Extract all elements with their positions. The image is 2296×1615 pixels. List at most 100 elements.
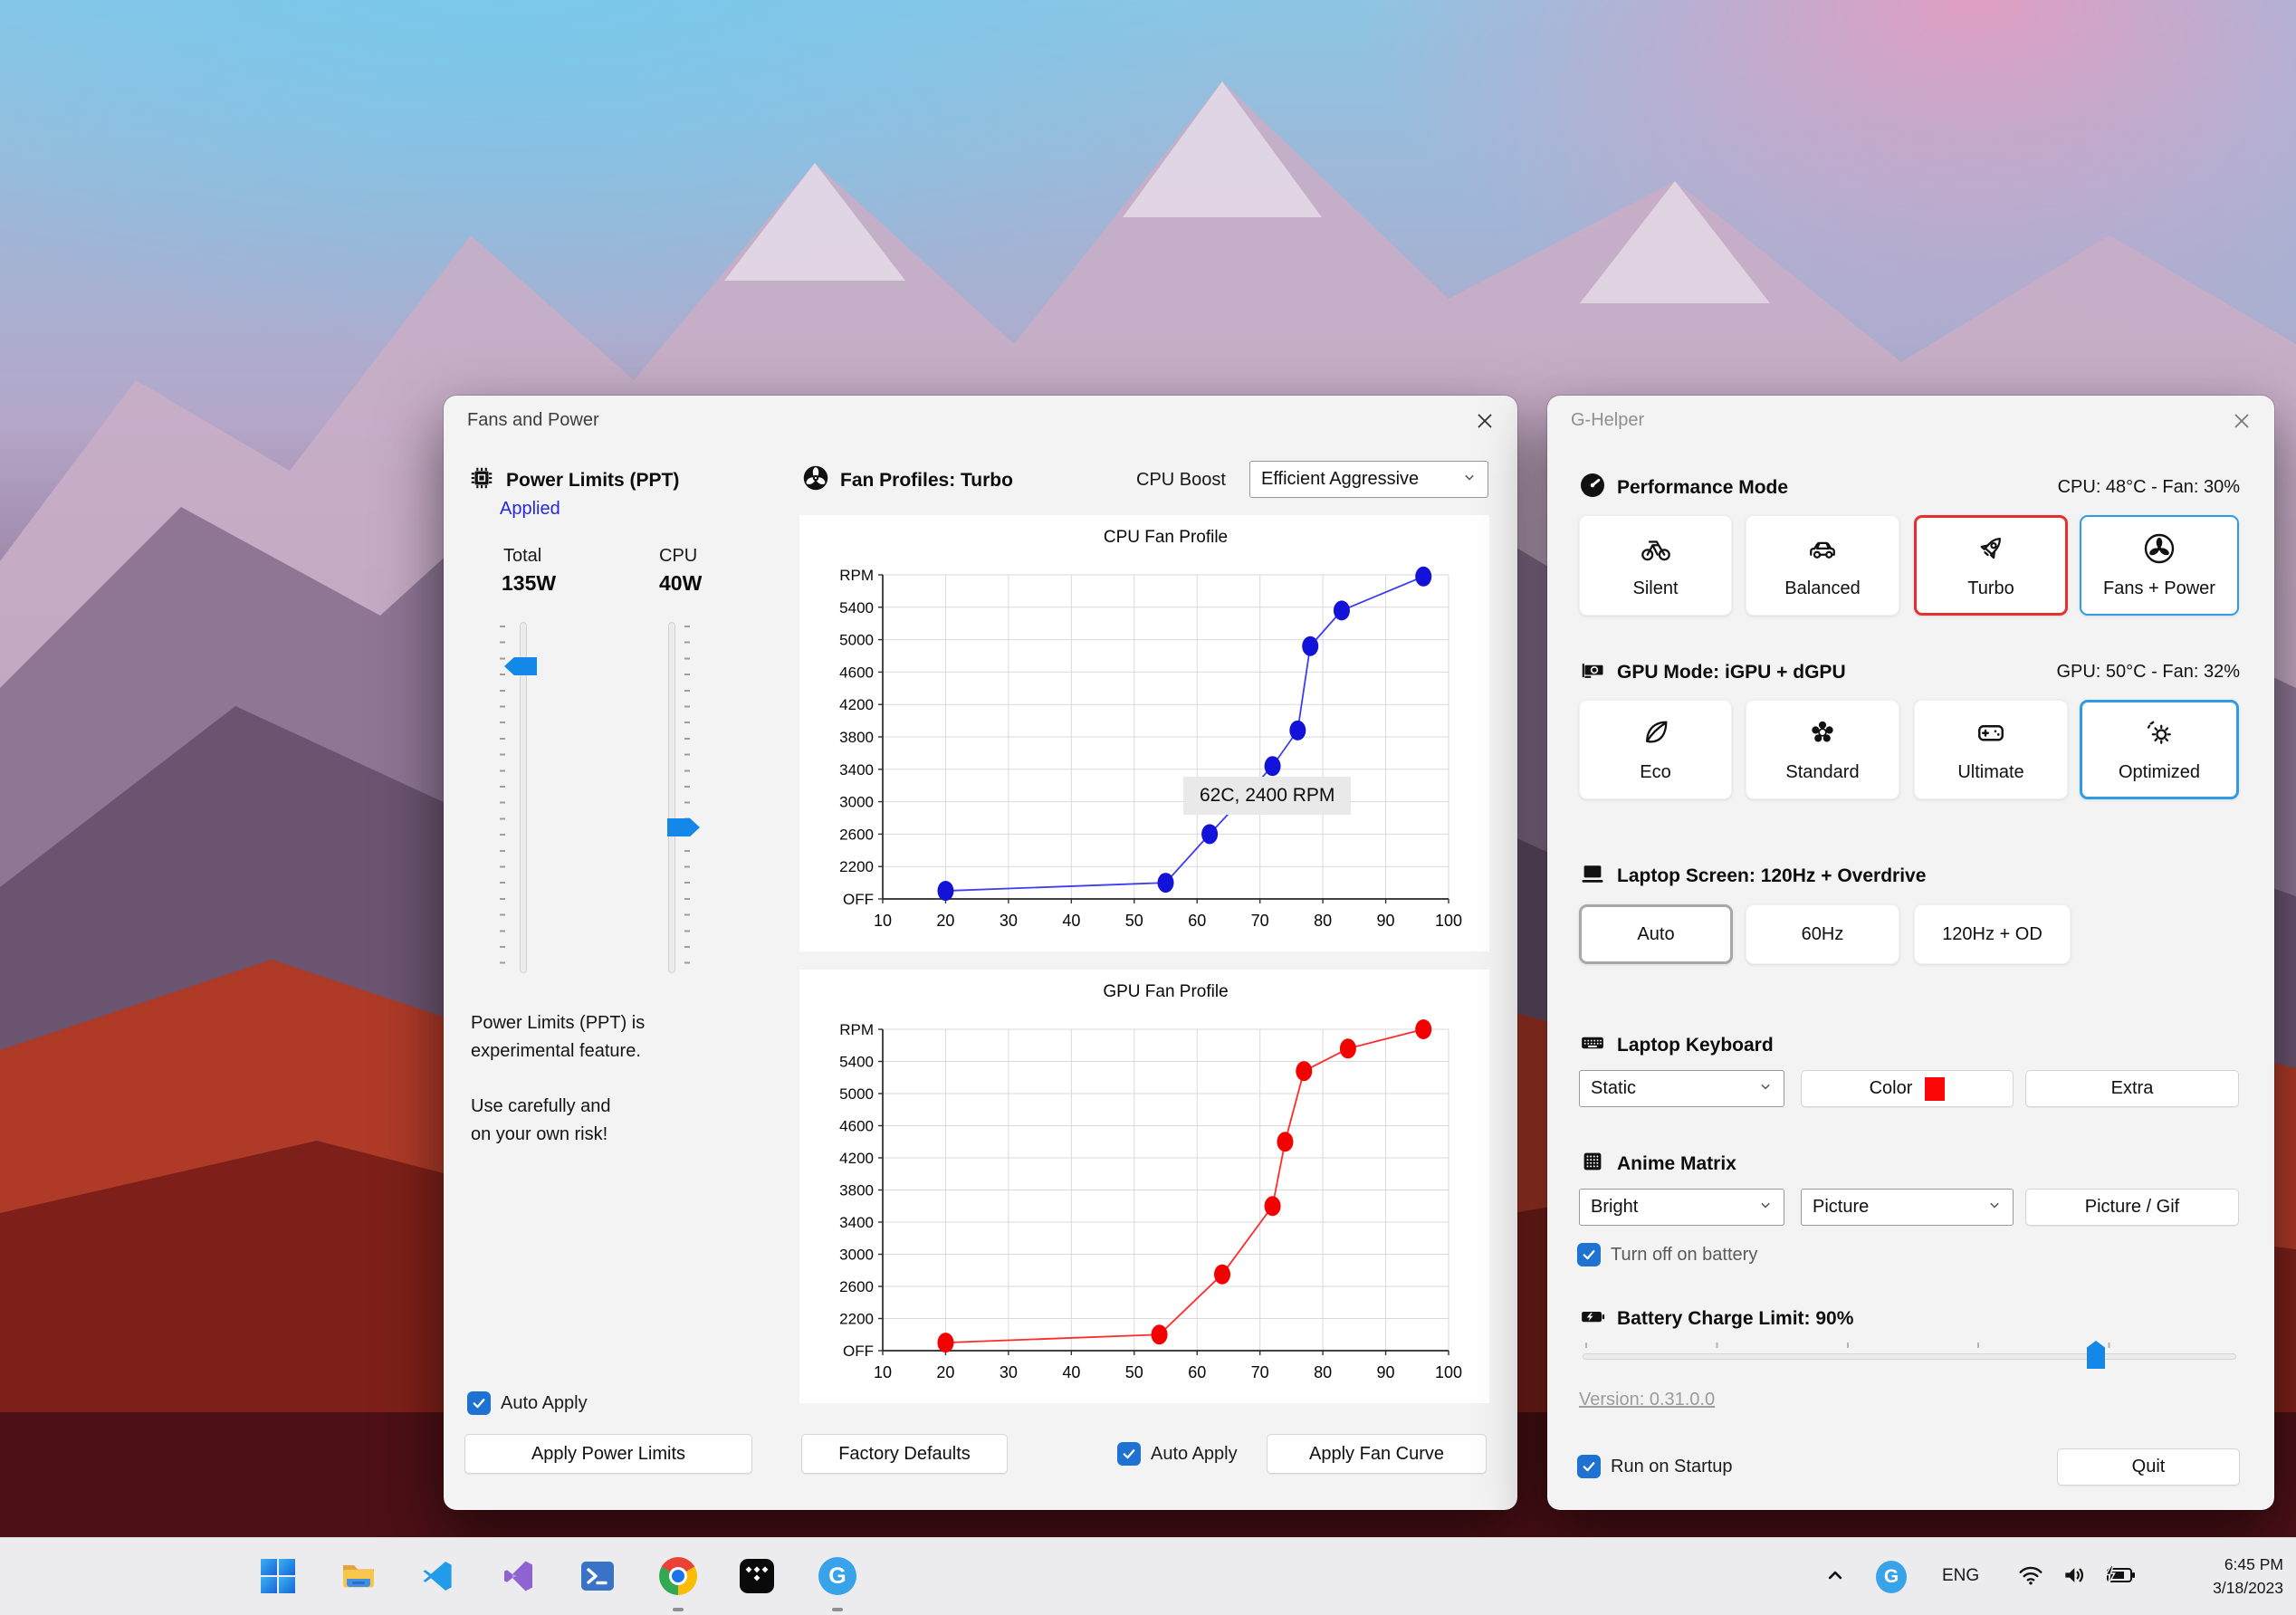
screen-120hz-od-button[interactable]: 120Hz + OD	[1914, 904, 2071, 964]
anime-brightness-value: Bright	[1591, 1197, 1639, 1217]
run-on-startup-label: Run on Startup	[1611, 1456, 1733, 1476]
ghelper-taskbar-button[interactable]: G	[818, 1557, 856, 1595]
gear-spark-icon	[2143, 716, 2176, 753]
total-power-slider[interactable]	[520, 622, 527, 973]
gpu-fan-curve-plot[interactable]: GPU Fan Profile 10 20 30 40 50 60 70 80 90 100 OFF 2…	[799, 970, 1489, 1403]
file-explorer-icon	[340, 1565, 378, 1599]
version-link[interactable]: Version: 0.31.0.0	[1579, 1390, 1716, 1410]
gpu-mode-standard-button[interactable]: Standard	[1746, 700, 1899, 799]
checkbox-checked-icon	[1117, 1442, 1141, 1466]
chrome-button[interactable]	[659, 1557, 697, 1595]
turn-off-on-battery-checkbox[interactable]: Turn off on battery	[1577, 1243, 1757, 1266]
chip-icon	[468, 464, 495, 496]
screen-auto-button[interactable]: Auto	[1579, 904, 1733, 964]
tray-expand-button[interactable]	[1820, 1562, 1851, 1592]
visual-studio-button[interactable]	[500, 1557, 538, 1595]
run-on-startup-checkbox[interactable]: Run on Startup	[1577, 1455, 1733, 1478]
keyboard-mode-select[interactable]: Static	[1579, 1070, 1784, 1107]
svg-text:70: 70	[1251, 1363, 1269, 1381]
ghelper-running-indicator	[832, 1608, 843, 1611]
gpu-mode-eco-button[interactable]: Eco	[1579, 700, 1732, 799]
chevron-down-icon	[1756, 1196, 1775, 1219]
car-icon	[1806, 532, 1839, 569]
gpu-fan-curve-chart[interactable]: GPU Fan Profile 10 20 30 40 50 60 70 80 90 100 OFF 2…	[799, 970, 1489, 1403]
warning-line-1: Power Limits (PPT) is	[471, 1013, 646, 1033]
auto-apply-power-checkbox[interactable]: Auto Apply	[467, 1391, 588, 1415]
total-label: Total	[503, 546, 542, 566]
bicycle-icon	[1640, 532, 1672, 569]
start-button[interactable]	[259, 1557, 297, 1595]
gpu-mode-ultimate-button[interactable]: Ultimate	[1914, 700, 2068, 799]
svg-text:20: 20	[936, 912, 954, 930]
svg-text:2600: 2600	[839, 1278, 874, 1295]
svg-text:50: 50	[1125, 912, 1143, 930]
auto-apply-fan-checkbox[interactable]: Auto Apply	[1117, 1442, 1238, 1466]
cpu-label: CPU	[659, 546, 698, 566]
cpu-boost-select[interactable]: Efficient Aggressive	[1249, 461, 1488, 498]
language-indicator[interactable]: ENG	[1942, 1566, 1980, 1585]
battery-charge-limit-header: Battery Charge Limit: 90%	[1579, 1303, 1853, 1334]
dot-matrix-icon	[1579, 1148, 1606, 1180]
screen-60hz-button[interactable]: 60Hz	[1746, 904, 1899, 964]
battery-button[interactable]	[2101, 1562, 2138, 1592]
gpu-mode-header: GPU Mode: iGPU + dGPU	[1579, 656, 1846, 688]
keyboard-extra-button[interactable]: Extra	[2025, 1070, 2239, 1107]
cpu-fan-curve-chart[interactable]: CPU Fan Profile 10 20 30 40 50 60 70 80 90 100 OFF 2…	[799, 515, 1489, 951]
performance-mode-fans-power-button[interactable]: Fans + Power	[2080, 515, 2239, 616]
power-limits-section-header: Power Limits (PPT)	[468, 464, 679, 496]
anime-running-select[interactable]: Picture	[1801, 1189, 2014, 1226]
terminal-button[interactable]	[579, 1557, 617, 1595]
flower-icon	[1806, 716, 1839, 753]
checkbox-checked-icon	[1577, 1243, 1601, 1266]
clock-date: 3/18/2023	[2213, 1579, 2283, 1597]
experimental-warning: Power Limits (PPT) is experimental featu…	[471, 1009, 645, 1149]
file-explorer-button[interactable]	[340, 1557, 378, 1595]
svg-text:5000: 5000	[839, 1085, 874, 1103]
battery-charge-slider-thumb[interactable]	[2087, 1341, 2105, 1369]
cpu-power-slider-thumb[interactable]	[667, 818, 700, 836]
gauge-icon	[1579, 472, 1606, 503]
performance-mode-silent-button[interactable]: Silent	[1579, 515, 1732, 616]
performance-mode-balanced-button[interactable]: Balanced	[1746, 515, 1899, 616]
svg-text:3000: 3000	[839, 794, 874, 811]
apply-power-limits-button[interactable]: Apply Power Limits	[464, 1434, 752, 1474]
clock-time: 6:45 PM	[2224, 1555, 2283, 1573]
svg-text:30: 30	[1000, 912, 1018, 930]
volume-button[interactable]	[2060, 1562, 2090, 1592]
checkbox-checked-icon	[467, 1391, 491, 1415]
tidal-button[interactable]	[738, 1557, 776, 1595]
anime-matrix-heading: Anime Matrix	[1617, 1152, 1736, 1174]
anime-brightness-select[interactable]: Bright	[1579, 1189, 1784, 1226]
factory-defaults-button[interactable]: Factory Defaults	[801, 1434, 1008, 1474]
close-button[interactable]	[1468, 406, 1501, 439]
applied-status: Applied	[500, 499, 560, 519]
cpu-fan-curve-plot[interactable]: CPU Fan Profile 10 20 30 40 50 60 70 80 90 100 OFF 2…	[799, 515, 1489, 951]
ghelper-tray-button[interactable]: G	[1876, 1561, 1907, 1593]
wifi-button[interactable]	[2015, 1562, 2046, 1592]
fan-icon	[2143, 532, 2176, 569]
speaker-icon	[2061, 1561, 2090, 1594]
warning-line-4: on your own risk!	[471, 1124, 608, 1144]
svg-text:40: 40	[1062, 912, 1080, 930]
quit-button[interactable]: Quit	[2057, 1448, 2240, 1486]
total-power-slider-thumb[interactable]	[504, 657, 537, 675]
gpu-mode-optimized-button[interactable]: Optimized	[2080, 700, 2239, 799]
cpu-boost-value: Efficient Aggressive	[1261, 469, 1420, 489]
ghelper-icon: G	[1876, 1561, 1907, 1593]
cpu-power-slider[interactable]	[668, 622, 675, 973]
keyboard-color-button[interactable]: Color	[1801, 1070, 2014, 1107]
battery-slider-ticks	[1585, 1343, 2239, 1348]
chrome-icon	[659, 1557, 697, 1595]
battery-charge-limit-heading: Battery Charge Limit: 90%	[1617, 1307, 1854, 1329]
performance-mode-turbo-button[interactable]: Turbo	[1914, 515, 2068, 616]
svg-text:RPM: RPM	[839, 1021, 874, 1038]
battery-charge-slider[interactable]	[1583, 1353, 2236, 1360]
anime-picture-gif-button[interactable]: Picture / Gif	[2025, 1189, 2239, 1226]
apply-fan-curve-button[interactable]: Apply Fan Curve	[1267, 1434, 1487, 1474]
taskbar-clock[interactable]: 6:45 PM 3/18/2023	[2213, 1553, 2283, 1600]
chevron-down-icon	[1460, 468, 1478, 492]
close-button[interactable]	[2225, 406, 2258, 439]
vscode-button[interactable]	[419, 1557, 457, 1595]
svg-text:5000: 5000	[839, 632, 874, 649]
svg-text:RPM: RPM	[839, 567, 874, 584]
